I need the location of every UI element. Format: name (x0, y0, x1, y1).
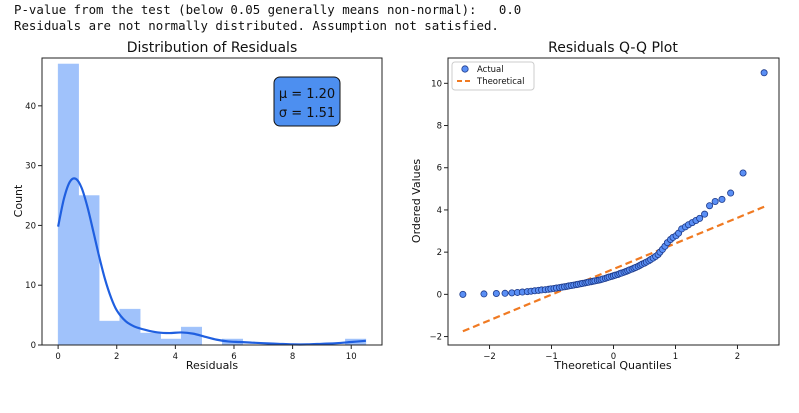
y-tick-label: 30 (25, 162, 36, 172)
histogram-title: Distribution of Residuals (127, 40, 298, 56)
qq-plot-chart: Residuals Q-Q Plot −2 −1 0 1 2 −2 0 2 4 6 8 10 The… (410, 40, 780, 372)
histogram-bar (139, 332, 161, 346)
histogram-axes-frame (41, 57, 383, 346)
stats-box: μ = 1.20 σ = 1.51 (273, 76, 341, 127)
normality-verdict-line: Residuals are not normally distributed. … (14, 18, 499, 33)
y-tick-label: 0 (437, 290, 442, 300)
qq-y-label: Ordered Values (410, 159, 423, 243)
console-output: P-value from the test (below 0.05 genera… (14, 2, 521, 34)
actual-points (459, 69, 768, 298)
stats-std-label: σ = 1.51 (279, 106, 335, 121)
legend-actual-marker (461, 65, 469, 73)
histogram-bar (57, 63, 79, 346)
x-tick-label: 2 (735, 352, 740, 362)
qq-point (760, 69, 768, 77)
qq-point (492, 290, 500, 298)
qq-point (459, 290, 467, 298)
qq-point (701, 210, 709, 218)
y-tick-label: 20 (25, 221, 36, 231)
histogram-bar (98, 320, 120, 346)
qq-point (706, 202, 714, 210)
y-tick-label: 6 (437, 164, 442, 174)
qq-point (501, 289, 509, 297)
histogram-y-ticks: 0 10 20 30 40 (25, 102, 42, 351)
qq-x-ticks: −2 −1 0 1 2 (483, 345, 740, 362)
qq-point (739, 169, 747, 177)
y-tick-label: 10 (25, 281, 36, 291)
qq-legend: Actual Theoretical (451, 61, 535, 91)
x-tick-label: −2 (483, 352, 496, 362)
legend-theoretical-label: Theoretical (476, 77, 525, 87)
y-tick-label: 4 (437, 206, 442, 216)
x-tick-label: 2 (114, 352, 119, 362)
histogram-bar (78, 195, 100, 346)
legend-actual-label: Actual (477, 65, 504, 75)
qq-axes-frame (447, 57, 780, 346)
y-tick-label: −2 (429, 333, 442, 343)
qq-point (727, 189, 735, 197)
x-tick-label: 0 (611, 352, 616, 362)
theoretical-line (462, 205, 765, 333)
y-tick-label: 0 (31, 341, 36, 351)
histogram-x-label: Residuals (186, 359, 238, 372)
histogram-x-ticks: 0 2 4 6 8 10 (55, 345, 357, 362)
x-tick-label: 8 (290, 352, 295, 362)
qq-y-ticks: −2 0 2 4 6 8 10 (429, 79, 448, 343)
histogram-y-label: Count (12, 184, 25, 217)
stats-mean-label: μ = 1.20 (279, 87, 335, 102)
y-tick-label: 2 (437, 248, 442, 258)
kde-curve (57, 177, 366, 346)
x-tick-label: 1 (673, 352, 678, 362)
x-tick-label: −1 (545, 352, 558, 362)
qq-plot-title: Residuals Q-Q Plot (548, 40, 678, 56)
stats-box-background (273, 76, 341, 127)
x-tick-label: 6 (231, 352, 236, 362)
histogram-chart: Distribution of Residuals 0 2 4 6 8 10 0 10 20 3… (12, 40, 383, 372)
pvalue-line: P-value from the test (below 0.05 genera… (14, 2, 522, 17)
x-tick-label: 10 (346, 352, 357, 362)
y-tick-label: 8 (437, 122, 442, 132)
qq-x-label: Theoretical Quantiles (553, 359, 671, 372)
qq-point (480, 290, 488, 298)
x-tick-label: 4 (173, 352, 178, 362)
histogram-bars (57, 63, 367, 346)
legend-frame (451, 61, 535, 91)
y-tick-label: 10 (431, 79, 442, 89)
qq-point (711, 197, 719, 205)
qq-point (696, 214, 704, 222)
qq-point (718, 195, 726, 203)
histogram-bar (160, 338, 182, 346)
x-tick-label: 0 (55, 352, 60, 362)
y-tick-label: 40 (25, 102, 36, 112)
